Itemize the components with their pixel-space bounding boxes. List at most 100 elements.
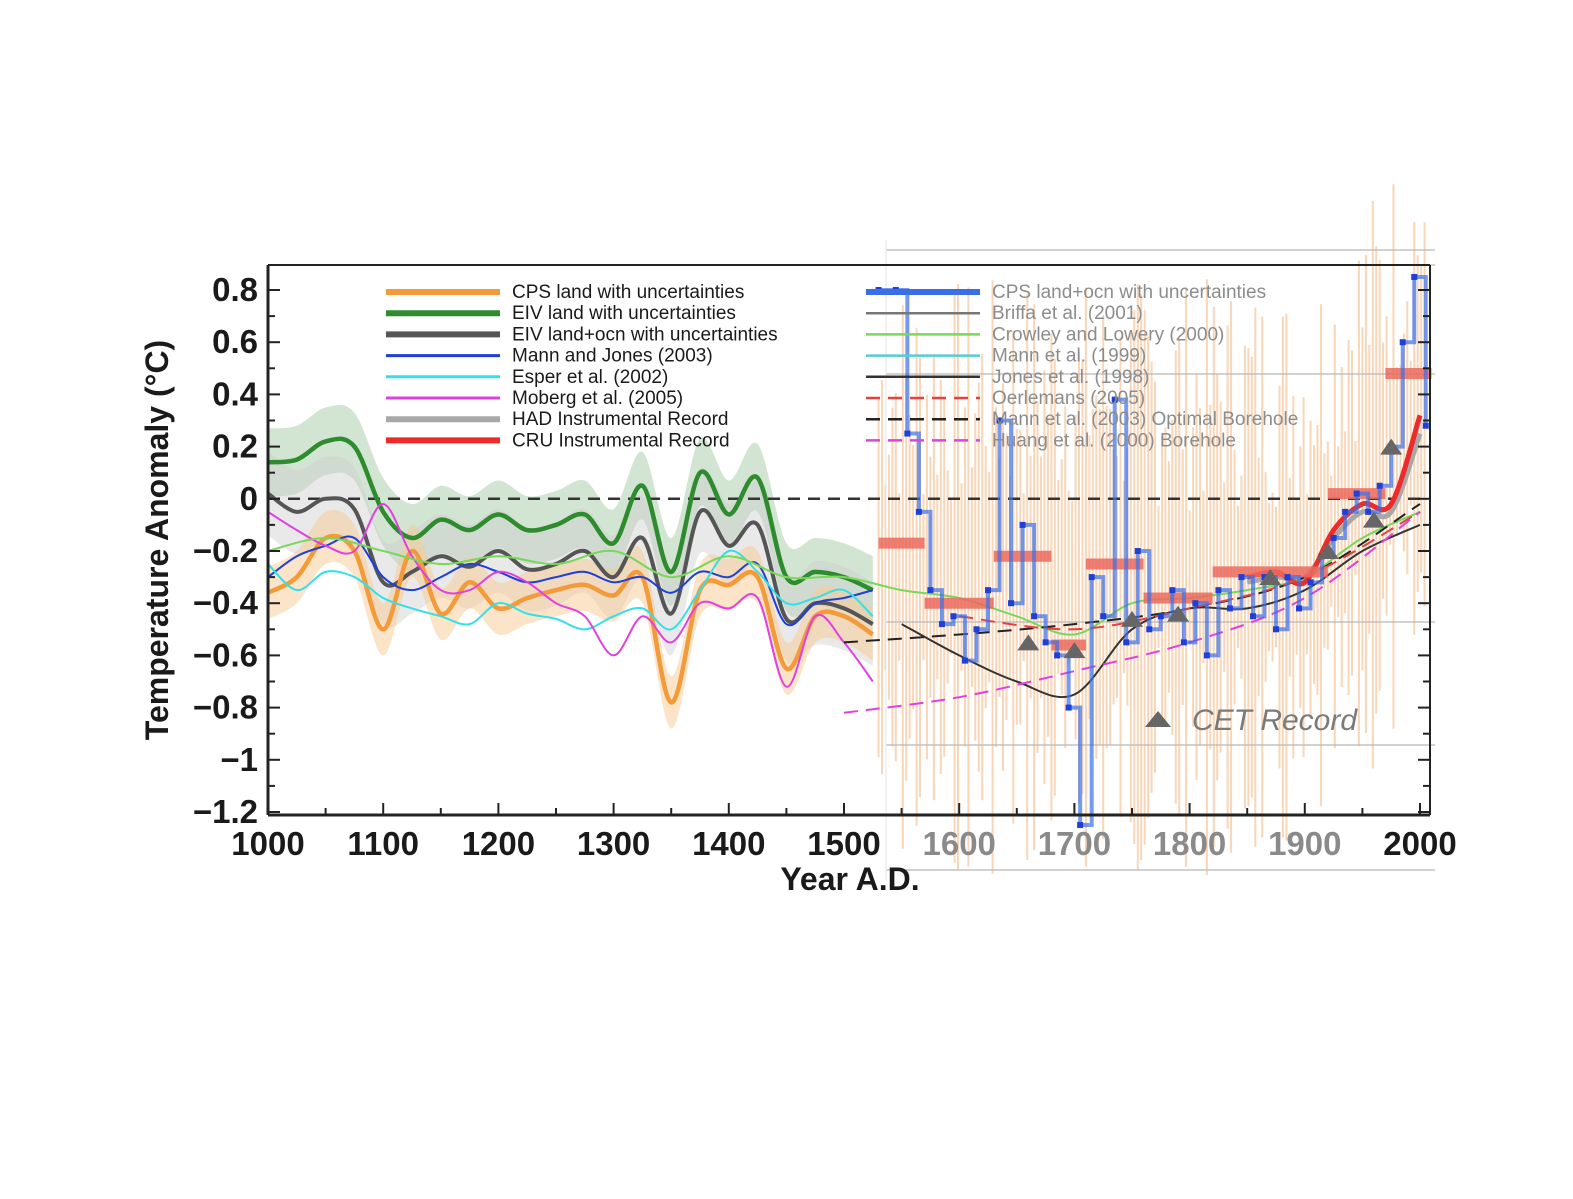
series-line-3	[267, 535, 874, 627]
step-point	[1399, 339, 1406, 346]
x-axis-title: Year A.D.	[780, 861, 919, 897]
step-point	[1123, 639, 1130, 646]
y-tick-label: −1.2	[193, 793, 258, 830]
step-point	[1203, 652, 1210, 659]
x-tick-label: 1200	[462, 825, 535, 862]
series-line-1	[266, 491, 874, 626]
overlay-noise-bands	[877, 184, 1426, 875]
step-point	[1088, 574, 1095, 581]
cet-marker	[1017, 634, 1040, 651]
step-point	[1031, 613, 1038, 620]
y-tick-label: −0.8	[193, 689, 258, 726]
cet-annotation-marker	[1145, 711, 1171, 727]
cet-marker	[1167, 605, 1190, 622]
x-tick-label: 1500	[807, 825, 880, 862]
step-point	[1353, 490, 1360, 497]
step-point	[1134, 548, 1141, 554]
cet-marker	[1380, 438, 1403, 455]
step-point	[927, 587, 934, 594]
y-tick-label: 0.6	[212, 323, 258, 360]
step-point	[1100, 613, 1107, 620]
step-point	[985, 587, 991, 594]
step-point	[1180, 639, 1187, 646]
legend-label: Moberg et al. (2005)	[512, 388, 683, 409]
y-tick-label: 0.2	[212, 428, 258, 465]
series-line-5	[267, 503, 874, 688]
x-tick-label: 1900	[1268, 825, 1341, 862]
step-point	[1111, 396, 1118, 403]
legend-label: HAD Instrumental Record	[512, 409, 728, 430]
x-tick-label: 1300	[577, 825, 650, 862]
step-point	[973, 626, 980, 633]
y-tick-label: −0.4	[193, 584, 259, 621]
series-line-12	[959, 511, 1421, 631]
step-point	[1411, 273, 1418, 280]
legend-label: Jones et al. (1998)	[992, 367, 1149, 388]
series-line-0	[267, 436, 874, 593]
legend-label: Esper et al. (2002)	[512, 367, 668, 388]
cet-record-annotation: CET Record	[1192, 704, 1358, 737]
y-tick-label: 0	[240, 480, 258, 517]
y-axis-title: Temperature Anomaly (°C)	[139, 340, 175, 740]
legend-label: CPS land+ocn with uncertainties	[992, 282, 1266, 303]
step-point	[1342, 508, 1349, 515]
legend-label: CRU Instrumental Record	[512, 430, 730, 451]
x-tick-label: 1100	[347, 825, 419, 862]
cet-marker	[1316, 543, 1339, 559]
cps-land-ocn-steps	[875, 273, 1429, 829]
step-point	[1365, 508, 1372, 515]
legend-label: Briffa et al. (2001)	[992, 303, 1143, 324]
step-point	[1226, 605, 1233, 612]
step-point	[1077, 822, 1084, 829]
step-point	[1146, 626, 1153, 633]
legend-label: CPS land with uncertainties	[512, 282, 744, 303]
step-point	[1042, 639, 1049, 646]
step-point	[1376, 482, 1383, 489]
y-tick-label: 0.4	[212, 375, 259, 412]
step-point	[1008, 600, 1015, 607]
cet-marker	[1121, 610, 1143, 627]
step-point	[1422, 422, 1429, 429]
step-point	[1215, 587, 1222, 594]
legend-label: Mann et al. (1999)	[992, 346, 1146, 367]
x-tick-label: 1000	[231, 825, 304, 862]
step-point	[1157, 613, 1164, 620]
y-tick-label: −0.6	[193, 636, 258, 673]
step-point	[1296, 605, 1303, 612]
step-point	[1284, 574, 1291, 581]
step-point	[1054, 652, 1061, 659]
cps-land-ocn-step-line	[878, 274, 1428, 828]
step-point	[938, 621, 945, 628]
x-tick-label: 1800	[1153, 825, 1226, 862]
x-tick-label: 2000	[1383, 825, 1456, 862]
cet-marker	[1362, 511, 1385, 528]
y-tick-label: 0.8	[212, 271, 258, 308]
series-line-2	[266, 533, 875, 705]
y-tick-label: −1	[220, 741, 258, 778]
legend-label: Crowley and Lowery (2000)	[992, 324, 1224, 345]
legend-label: Mann et al. (2003) Optimal Borehole	[992, 409, 1298, 430]
legend-label: Oerlemans (2005)	[992, 388, 1145, 409]
step-point	[904, 430, 911, 437]
step-point	[1249, 613, 1256, 620]
series-line-4	[267, 549, 874, 631]
step-point	[1330, 534, 1337, 541]
legend-label: EIV land+ocn with uncertainties	[512, 324, 778, 345]
legend-label: EIV land with uncertainties	[512, 303, 736, 324]
step-point	[950, 613, 957, 620]
step-point	[996, 417, 1003, 424]
step-point	[961, 657, 968, 664]
step-point	[1238, 574, 1245, 581]
series-line-10	[843, 511, 1421, 714]
y-tick-label: −0.2	[193, 532, 258, 569]
step-point	[1273, 626, 1279, 633]
legend-label: Mann and Jones (2003)	[512, 346, 713, 367]
legend-label: Huang et al. (2000) Borehole	[992, 430, 1236, 451]
x-tick-label: 1400	[692, 825, 765, 862]
cet-markers	[1017, 438, 1403, 659]
cet-marker	[1063, 642, 1086, 659]
axes	[266, 264, 1431, 817]
x-tick-label: 1600	[922, 825, 995, 862]
